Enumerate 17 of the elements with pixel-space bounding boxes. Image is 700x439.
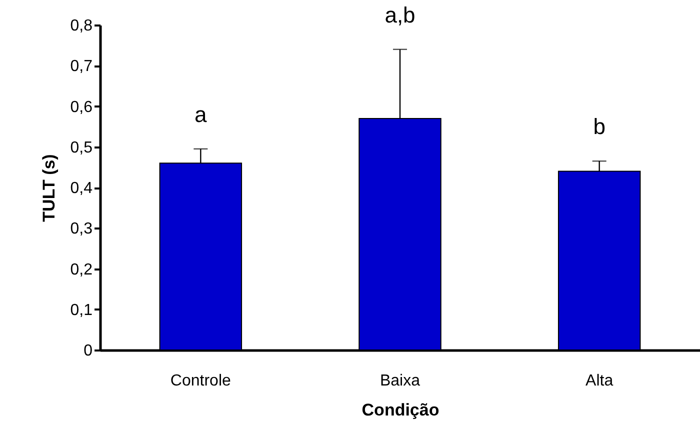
annotation: b — [593, 114, 606, 140]
x-tick-label: Alta — [586, 372, 614, 390]
y-tick-label: 0,1 — [70, 302, 93, 319]
y-tick-label: 0,2 — [70, 261, 93, 278]
y-tick-label: 0 — [84, 342, 93, 360]
y-axis-title: TULT (s) — [39, 154, 58, 222]
y-tick-label: 0,3 — [70, 220, 93, 238]
x-tick-label: Baixa — [380, 372, 420, 390]
y-tick-label: 0,7 — [70, 58, 93, 76]
annotation: a — [194, 102, 208, 127]
y-tick-label: 0,6 — [70, 98, 93, 116]
x-axis-title: Condição — [362, 400, 440, 420]
y-tick-label: 0,8 — [70, 18, 93, 34]
y-tick-label: 0,5 — [70, 139, 93, 156]
annotation: a,b — [384, 2, 416, 28]
x-tick-label: Controle — [170, 372, 231, 390]
y-tick-label: 0,4 — [70, 180, 93, 197]
